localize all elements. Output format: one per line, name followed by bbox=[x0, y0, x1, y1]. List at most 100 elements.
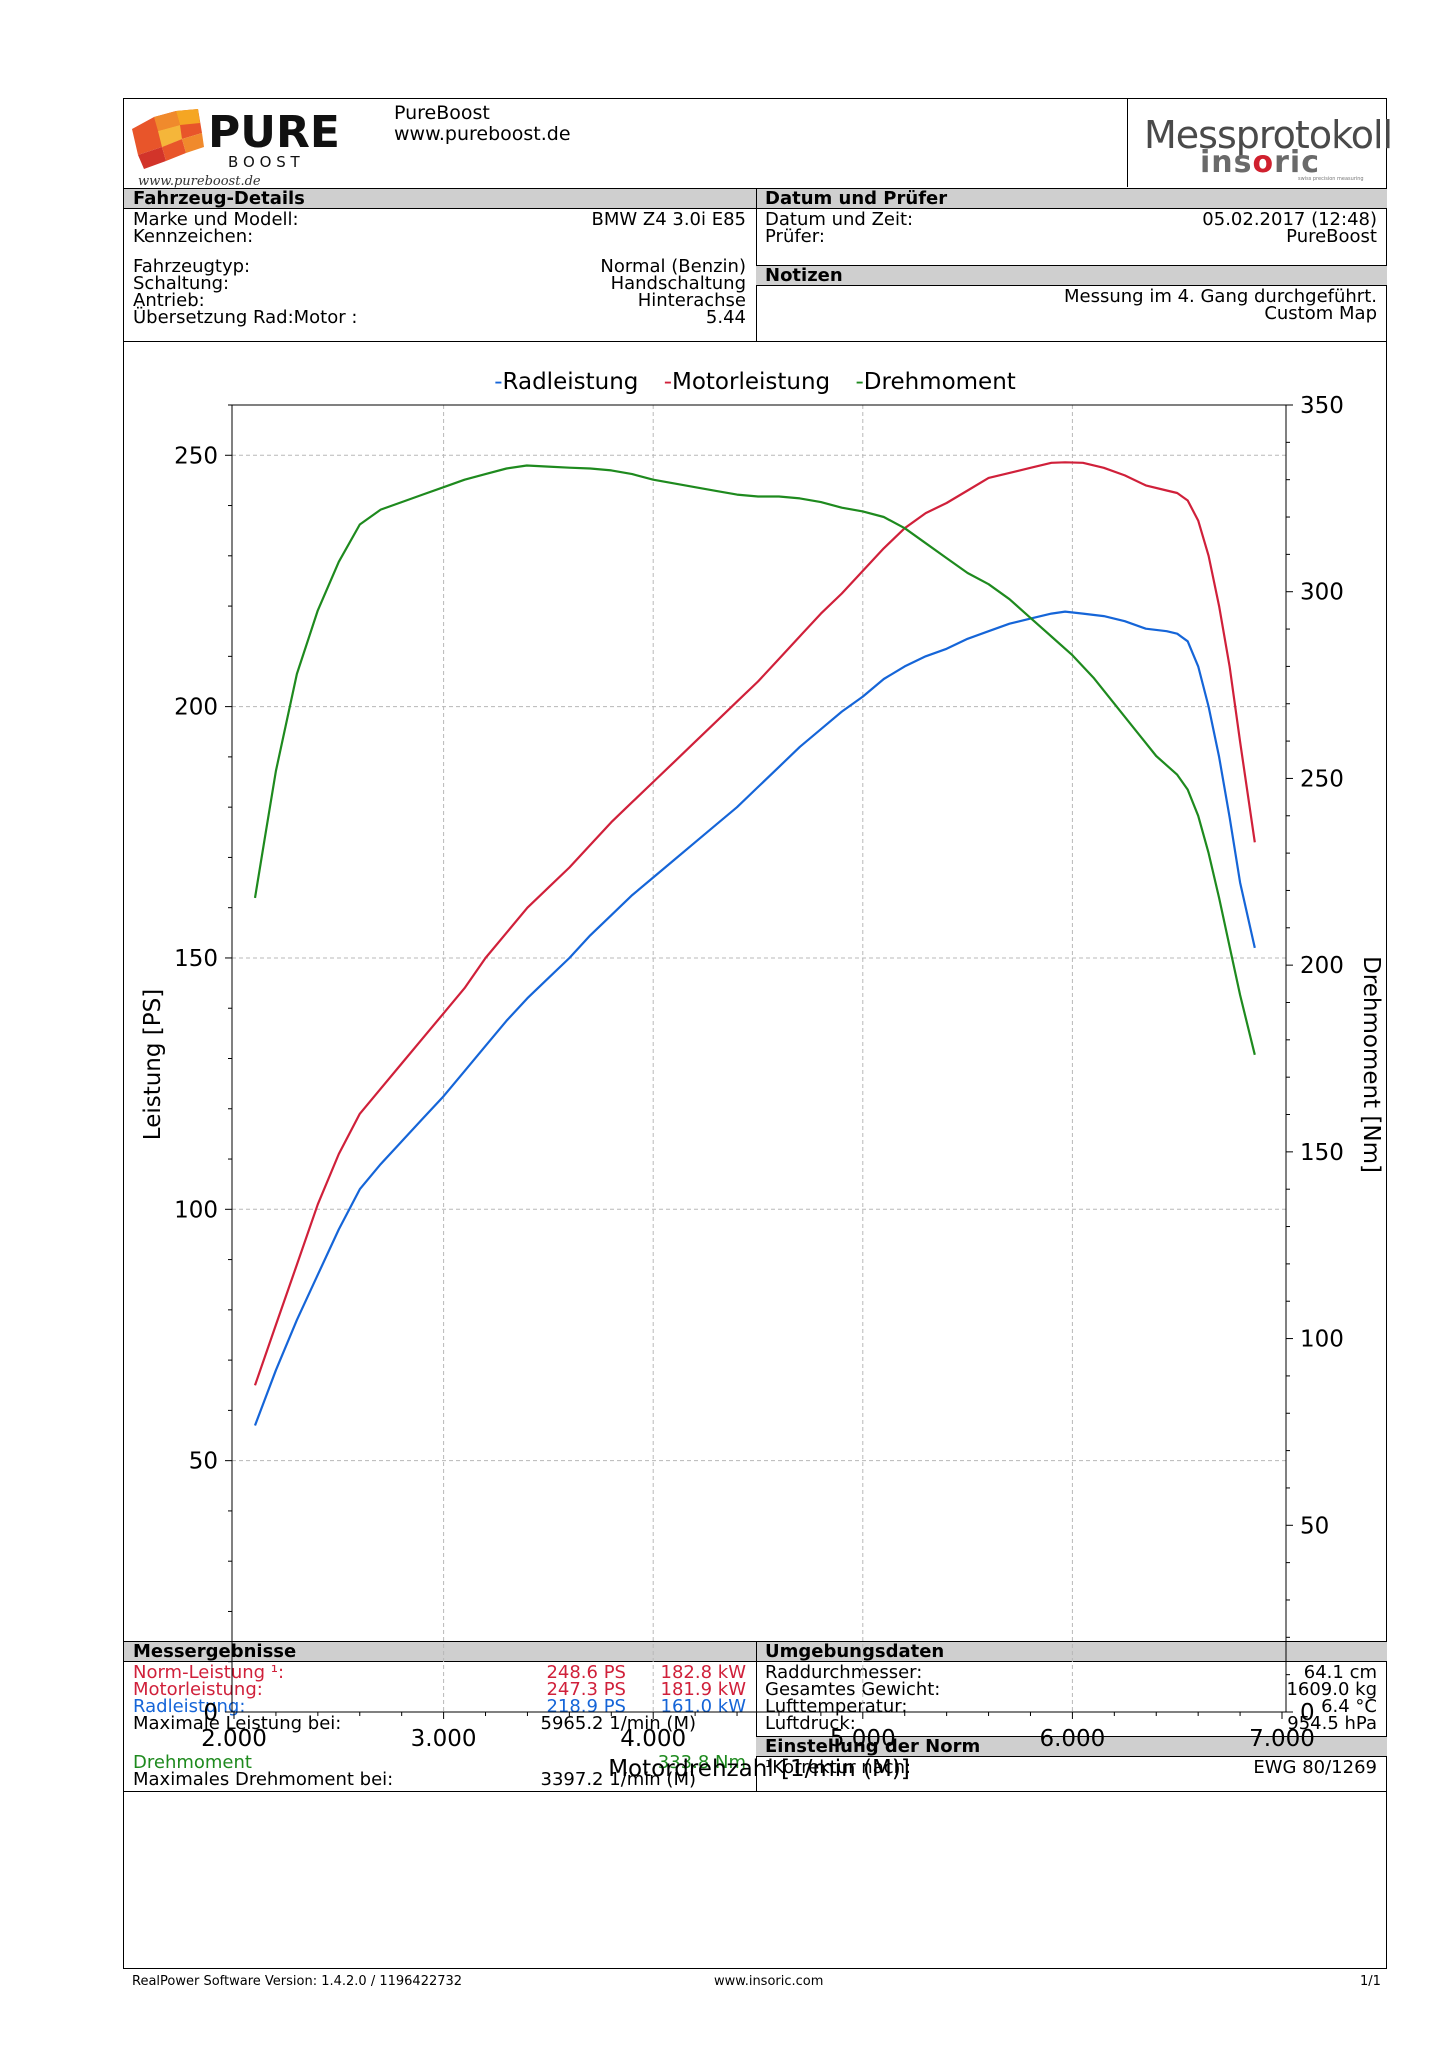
result-ps-1: 247.3 PS bbox=[546, 1679, 626, 1700]
section-vehicle-title: Fahrzeug-Details bbox=[124, 188, 756, 209]
date-label-1: Prüfer: bbox=[765, 226, 825, 247]
vehicle-label-1: Kennzeichen: bbox=[133, 226, 254, 247]
date-label-0: Datum und Zeit: bbox=[765, 209, 914, 230]
pureboost-logo: PURE B O O S T www.pureboost.de bbox=[132, 107, 340, 189]
y-tick-label-200: 200 bbox=[174, 695, 218, 721]
legend-label-drehmoment: Drehmoment bbox=[863, 369, 1016, 395]
info-bottom-border bbox=[124, 341, 1387, 342]
section-results-title: Messergebnisse bbox=[124, 1641, 756, 1662]
logo-word: PURE bbox=[208, 107, 340, 158]
report-header: PURE B O O S T www.pureboost.de PureBoos… bbox=[124, 99, 1393, 189]
brand-o: o bbox=[1252, 145, 1275, 180]
norm-value: EWG 80/1269 bbox=[1253, 1757, 1377, 1778]
results-divider bbox=[756, 1641, 757, 1791]
notes-line-0: Messung im 4. Gang durchgeführt. bbox=[1064, 286, 1377, 307]
x-tick-label-5000: 5.000 bbox=[830, 1726, 896, 1752]
vehicle-value-3: Handschaltung bbox=[610, 273, 746, 294]
series-line-radleistung bbox=[253, 610, 1256, 1426]
report-title: Messprotokoll bbox=[1144, 113, 1393, 157]
grid bbox=[232, 405, 1286, 1712]
legend-motorleistung: -Motorleistung bbox=[663, 369, 831, 395]
info-divider bbox=[756, 188, 757, 341]
vehicle-value-4: Hinterachse bbox=[637, 290, 746, 311]
y2-tick-label-50: 50 bbox=[1300, 1513, 1329, 1539]
vehicle-label-4: Antrieb: bbox=[133, 290, 205, 311]
brand-post: ric bbox=[1274, 145, 1320, 180]
vehicle-label-5: Übersetzung Rad:Motor : bbox=[133, 307, 358, 328]
footer-version: RealPower Software Version: 1.4.2.0 / 11… bbox=[132, 1974, 463, 1989]
logo-script: www.pureboost.de bbox=[138, 174, 261, 189]
y-tick-label-0: 0 bbox=[203, 1700, 218, 1726]
legend-label-motorleistung: Motorleistung bbox=[672, 369, 831, 395]
footer-page: 1/1 bbox=[1360, 1974, 1381, 1989]
company-name: PureBoost bbox=[394, 102, 490, 124]
result-kw-0: 182.8 kW bbox=[660, 1662, 746, 1683]
section-date-title: Datum und Prüfer bbox=[756, 188, 1387, 209]
y2-tick-label-250: 250 bbox=[1300, 766, 1344, 792]
insoric-brand: insoric bbox=[1200, 145, 1320, 180]
insoric-logo-box: Messprotokoll insoric swiss precision me… bbox=[1127, 99, 1393, 187]
brand-tagline: swiss precision measuring bbox=[1298, 176, 1364, 182]
y2-tick-label-350: 350 bbox=[1300, 393, 1344, 419]
plot-frame bbox=[231, 404, 1287, 1713]
y-tick-label-150: 150 bbox=[174, 946, 218, 972]
x-tick-label-2000: 2.000 bbox=[201, 1726, 267, 1752]
x-tick-label-3000: 3.000 bbox=[411, 1726, 477, 1752]
y2-tick-label-100: 100 bbox=[1300, 1327, 1344, 1353]
x-tick-label-6000: 6.000 bbox=[1039, 1726, 1105, 1752]
y2-tick-label-200: 200 bbox=[1300, 953, 1344, 979]
result-label-0: Norm-Leistung ¹: bbox=[133, 1662, 285, 1683]
env-label-1: Gesamtes Gewicht: bbox=[765, 1679, 941, 1700]
vehicle-label-2: Fahrzeugtyp: bbox=[133, 256, 251, 277]
y-axis-label: Leistung [PS] bbox=[140, 989, 166, 1140]
company-info: PureBoost www.pureboost.de bbox=[394, 103, 571, 145]
vehicle-value-0: BMW Z4 3.0i E85 bbox=[591, 209, 746, 230]
x-axis-label: Motordrehzahl [1/min (M)] bbox=[608, 1756, 910, 1782]
vehicle-label-3: Schaltung: bbox=[133, 273, 230, 294]
vehicle-label-0: Marke und Modell: bbox=[133, 209, 299, 230]
y2-tick-label-150: 150 bbox=[1300, 1140, 1344, 1166]
max-torque-value: 3397.2 1/min (M) bbox=[540, 1769, 696, 1790]
env-label-0: Raddurchmesser: bbox=[765, 1662, 923, 1683]
env-value-3: 954.5 hPa bbox=[1287, 1713, 1377, 1734]
legend-label-radleistung: Radleistung bbox=[502, 369, 639, 395]
legend-drehmoment: -Drehmoment bbox=[855, 369, 1016, 395]
notes-line-1: Custom Map bbox=[1264, 303, 1377, 324]
env-value-0: 64.1 cm bbox=[1303, 1662, 1377, 1683]
max-torque-label: Maximales Drehmoment bei: bbox=[133, 1769, 394, 1790]
x-tick-label-4000: 4.000 bbox=[620, 1726, 686, 1752]
env-label-3: Luftdruck: bbox=[765, 1713, 856, 1734]
torque-label: Drehmoment bbox=[133, 1752, 252, 1773]
footer-url: www.insoric.com bbox=[714, 1974, 824, 1989]
y2-tick-label-0: 0 bbox=[1300, 1700, 1315, 1726]
result-label-1: Motorleistung: bbox=[133, 1679, 263, 1700]
company-url: www.pureboost.de bbox=[394, 123, 571, 145]
section-environment-title: Umgebungsdaten bbox=[756, 1641, 1387, 1662]
chart-legend: -Radleistung -Motorleistung -Drehmoment bbox=[124, 369, 1386, 395]
max-power-label: Maximale Leistung bei: bbox=[133, 1713, 342, 1734]
report-sheet: PURE B O O S T www.pureboost.de PureBoos… bbox=[123, 98, 1393, 1969]
y2-axis-ticks: 0 50 100 150 200 250 300 350 bbox=[1286, 393, 1344, 1726]
series-lines bbox=[253, 461, 1256, 1426]
legend-radleistung: -Radleistung bbox=[494, 369, 639, 395]
y-axis-ticks: 0 50 100 150 200 250 bbox=[174, 404, 232, 1726]
max-power-value: 5965.2 1/min (M) bbox=[540, 1713, 696, 1734]
series-line-drehmoment bbox=[253, 464, 1256, 1056]
logo-sub: B O O S T bbox=[228, 153, 300, 171]
y-tick-label-250: 250 bbox=[174, 443, 218, 469]
date-value-0: 05.02.2017 (12:48) bbox=[1202, 209, 1377, 230]
env-value-1: 1609.0 kg bbox=[1286, 1679, 1377, 1700]
y-tick-label-100: 100 bbox=[174, 1197, 218, 1223]
x-axis-ticks: 2.000 3.000 4.000 5.000 6.000 7.000 bbox=[201, 1712, 1315, 1752]
logo-checker-icon bbox=[132, 109, 204, 169]
norm-label: ¹Korrektur nach: bbox=[765, 1757, 912, 1778]
env-value-2: 6.4 °C bbox=[1321, 1696, 1377, 1717]
result-ps-2: 218.9 PS bbox=[546, 1696, 626, 1717]
x-tick-label-7000: 7.000 bbox=[1249, 1726, 1315, 1752]
torque-value: 333.8 Nm bbox=[657, 1752, 746, 1773]
result-kw-2: 161.0 kW bbox=[660, 1696, 746, 1717]
y2-axis-label: Drehmoment [Nm] bbox=[1358, 956, 1384, 1173]
brand-pre: ins bbox=[1200, 145, 1253, 180]
result-label-2: Radleistung: bbox=[133, 1696, 246, 1717]
